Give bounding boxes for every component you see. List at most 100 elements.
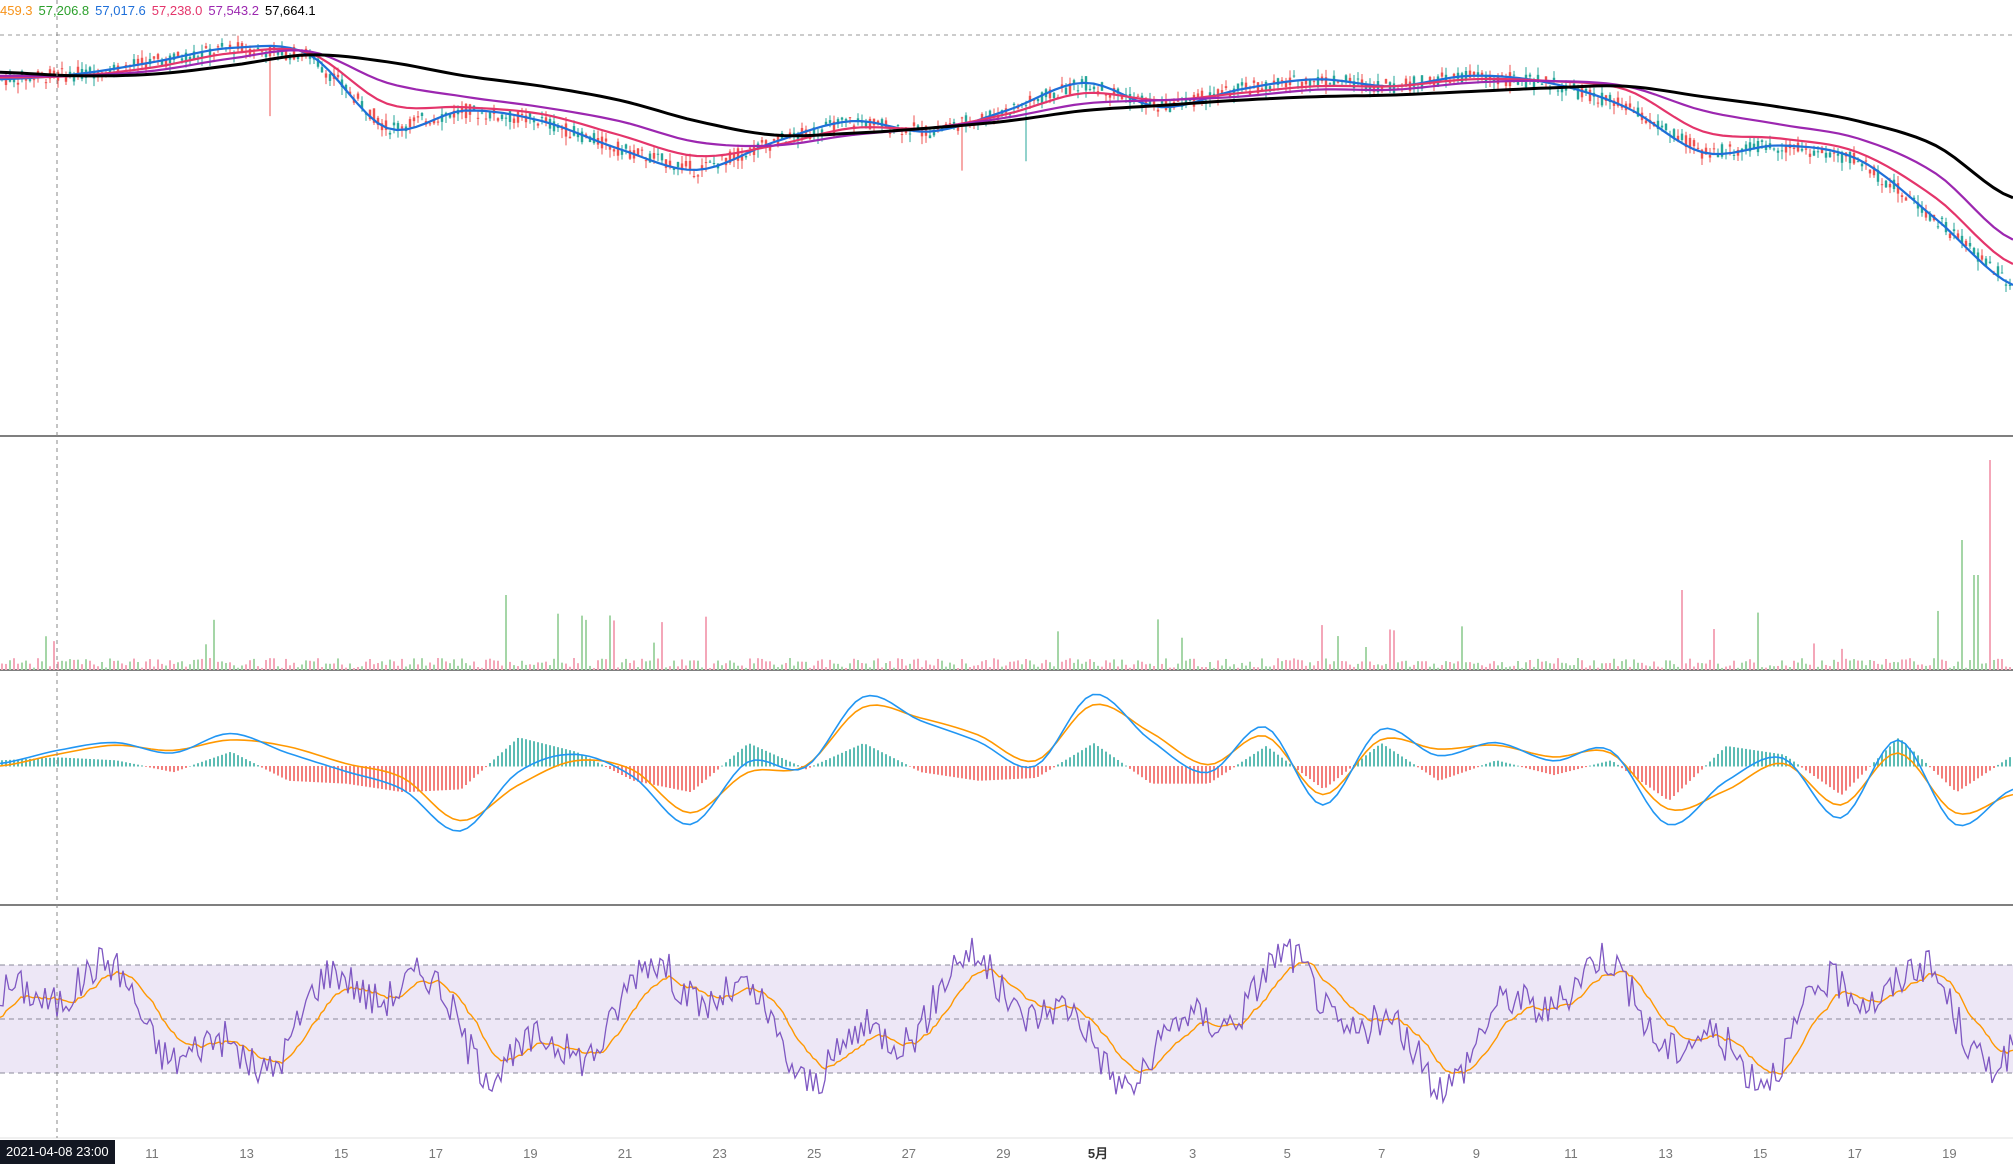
candle-body — [832, 121, 836, 133]
volume-bar — [1557, 658, 1559, 670]
macd-histogram-bar — [473, 766, 475, 778]
volume-bar — [1301, 660, 1303, 670]
volume-bar — [1989, 460, 1991, 670]
volume-bar — [909, 663, 911, 670]
volume-bar — [1177, 663, 1179, 670]
volume-bar — [281, 667, 283, 670]
volume-bar — [1769, 665, 1771, 670]
volume-bar — [1329, 664, 1331, 670]
macd-histogram-bar — [1957, 766, 1959, 792]
candle-body — [140, 57, 144, 64]
volume-bar — [1857, 660, 1859, 670]
macd-histogram-bar — [453, 766, 455, 790]
volume-bar — [1929, 665, 1931, 670]
macd-histogram-bar — [813, 765, 815, 767]
volume-bar — [545, 661, 547, 670]
candle-body — [1580, 88, 1584, 98]
candle-body — [1704, 147, 1708, 155]
volume-bar — [1693, 666, 1695, 670]
candle-body — [1824, 152, 1828, 158]
volume-bar — [1057, 631, 1059, 670]
candle-body — [636, 148, 640, 156]
macd-histogram-bar — [713, 766, 715, 773]
candle-body — [1404, 78, 1408, 87]
volume-bar — [353, 667, 355, 670]
volume-bar — [1773, 666, 1775, 670]
candle-body — [176, 51, 180, 57]
macd-histogram-bar — [301, 766, 303, 782]
macd-histogram-bar — [1181, 766, 1183, 784]
macd-histogram-bar — [1005, 766, 1007, 780]
candle-body — [1716, 153, 1720, 158]
volume-bar — [1321, 625, 1323, 670]
macd-histogram-bar — [1965, 766, 1967, 787]
macd-histogram-bar — [221, 754, 223, 767]
volume-bar — [925, 660, 927, 670]
volume-bar — [833, 663, 835, 670]
candle-body — [1776, 150, 1780, 153]
macd-histogram-bar — [645, 766, 647, 784]
volume-bar — [373, 664, 375, 670]
macd-histogram-bar — [1169, 766, 1171, 784]
candle-body — [1692, 140, 1696, 147]
candle-body — [160, 60, 164, 65]
volume-bar — [1017, 660, 1019, 670]
macd-histogram-bar — [1213, 766, 1215, 781]
macd-histogram-bar — [1501, 761, 1503, 767]
candle-body — [1120, 96, 1124, 100]
volume-bar — [845, 667, 847, 670]
candle-body — [644, 160, 648, 162]
macd-histogram-bar — [1081, 750, 1083, 767]
candle-body — [1924, 210, 1928, 218]
volume-bar — [941, 660, 943, 670]
volume-bar — [313, 661, 315, 670]
macd-histogram-bar — [457, 766, 459, 790]
candle-body — [384, 120, 388, 130]
macd-histogram-bar — [1253, 753, 1255, 767]
candle-body — [320, 67, 324, 73]
candle-body — [1608, 94, 1612, 103]
candle-body — [696, 175, 700, 177]
volume-bar — [1709, 659, 1711, 670]
macd-histogram-bar — [1697, 766, 1699, 774]
volume-bar — [601, 658, 603, 670]
volume-bar — [1873, 660, 1875, 670]
volume-bar — [1601, 663, 1603, 670]
macd-histogram-bar — [425, 766, 427, 792]
volume-bar — [1837, 661, 1839, 670]
volume-bar — [1365, 647, 1367, 670]
candle-body — [432, 119, 436, 124]
macd-histogram-bar — [1269, 748, 1271, 767]
candle-body — [188, 56, 192, 62]
volume-bar — [1589, 665, 1591, 670]
candle-body — [1760, 140, 1764, 142]
volume-bar — [1117, 666, 1119, 670]
macd-histogram-bar — [1593, 764, 1595, 767]
macd-histogram-bar — [849, 749, 851, 767]
macd-histogram-bar — [1925, 762, 1927, 767]
macd-histogram-bar — [1497, 760, 1499, 767]
candle-body — [1196, 93, 1200, 98]
volume-bar — [1749, 659, 1751, 670]
volume-bar — [1441, 664, 1443, 670]
candle-body — [196, 56, 200, 58]
volume-bar — [805, 661, 807, 670]
volume-bar — [1137, 660, 1139, 670]
volume-bar — [1413, 664, 1415, 670]
volume-bar — [1893, 661, 1895, 670]
candle-body — [504, 117, 508, 119]
macd-histogram-bar — [1085, 747, 1087, 767]
macd-histogram-bar — [1985, 766, 1987, 774]
volume-bar — [1973, 575, 1975, 670]
macd-histogram-bar — [1853, 766, 1855, 783]
volume-bar — [557, 613, 559, 670]
volume-bar — [1093, 661, 1095, 670]
macd-histogram-bar — [1661, 766, 1663, 797]
volume-bar — [929, 664, 931, 670]
x-tick-label: 3 — [1189, 1146, 1196, 1161]
volume-bar — [5, 663, 7, 670]
macd-histogram-bar — [201, 761, 203, 767]
macd-histogram-bar — [233, 753, 235, 767]
